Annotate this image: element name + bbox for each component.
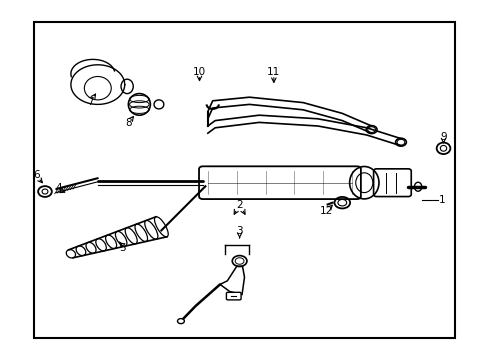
Text: 8: 8 <box>124 118 131 128</box>
Ellipse shape <box>232 256 246 266</box>
Bar <box>34 22 454 338</box>
Text: 7: 7 <box>87 96 94 107</box>
Text: 10: 10 <box>193 67 205 77</box>
Text: 3: 3 <box>236 226 243 236</box>
Text: 11: 11 <box>266 67 280 77</box>
Text: 12: 12 <box>319 206 333 216</box>
Text: 5: 5 <box>119 243 125 253</box>
Text: 4: 4 <box>55 183 62 193</box>
Polygon shape <box>220 266 244 294</box>
Text: 2: 2 <box>236 200 243 210</box>
Text: 6: 6 <box>33 170 40 180</box>
Polygon shape <box>71 65 124 104</box>
FancyBboxPatch shape <box>226 292 241 300</box>
Ellipse shape <box>128 94 150 115</box>
Text: 9: 9 <box>439 132 446 142</box>
Text: 1: 1 <box>438 195 445 205</box>
FancyBboxPatch shape <box>199 166 360 199</box>
FancyBboxPatch shape <box>373 169 410 197</box>
